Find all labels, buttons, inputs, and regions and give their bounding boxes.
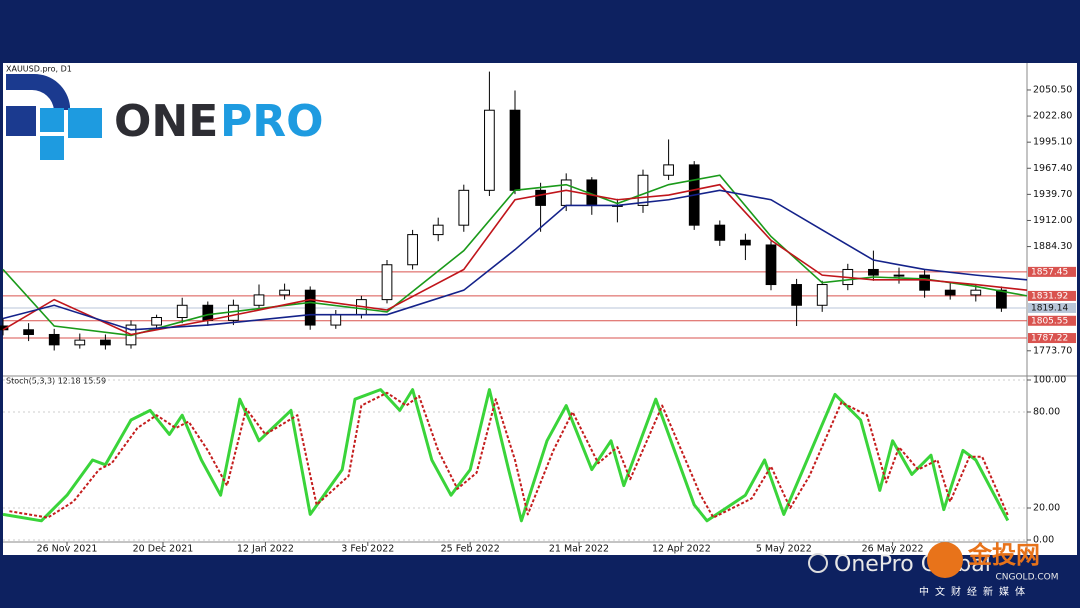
candle-body <box>893 274 905 277</box>
site-icon <box>927 542 963 578</box>
candle-body <box>791 284 802 306</box>
candle-body <box>868 268 879 276</box>
level-label: 1831.92 <box>1031 291 1068 301</box>
y-tick-label: 1912.00 <box>1033 215 1072 226</box>
y-tick-label: 1939.70 <box>1033 189 1072 200</box>
y-tick-label: 1884.30 <box>1033 241 1072 252</box>
wechat-icon <box>808 553 828 573</box>
y-tick-label: 2022.80 <box>1033 111 1072 122</box>
site-logo: 金投网 <box>967 541 1040 569</box>
candle-body <box>151 317 162 326</box>
plot: 2050.50 2022.80 1995.10 1967.40 1939.70 1912.… <box>0 71 1076 555</box>
x-tick-label: 5 May 2022 <box>756 544 812 555</box>
logo-mark <box>68 108 102 138</box>
chart-title: XAUUSD.pro, D1 <box>6 65 72 74</box>
candle-body <box>996 289 1007 309</box>
candle-body <box>919 274 930 291</box>
y-tick-label: 2050.50 <box>1033 84 1072 95</box>
level-label: 1857.45 <box>1031 267 1068 277</box>
candle-body <box>432 224 444 236</box>
candle-body <box>560 179 572 206</box>
y-tick-label: 100.00 <box>1033 375 1066 386</box>
candle-body <box>509 109 521 191</box>
candle-body <box>23 329 34 335</box>
level-label-box <box>1028 315 1076 326</box>
logo: ONE PRO <box>6 73 324 160</box>
moving-average <box>2 183 1028 336</box>
level-label: 1805.55 <box>1031 316 1068 326</box>
candle-body <box>663 164 674 176</box>
x-tick-label: 25 Feb 2022 <box>441 544 500 555</box>
logo-mark <box>6 106 36 136</box>
moving-average <box>2 189 1028 331</box>
candle-body <box>740 239 751 246</box>
logo-mark <box>40 136 64 160</box>
candle-body <box>279 289 290 296</box>
candle-body <box>535 189 546 206</box>
x-tick-label: 12 Jan 2022 <box>237 544 294 555</box>
logo-mark <box>6 73 70 110</box>
x-tick-label: 3 Feb 2022 <box>341 544 394 555</box>
y-tick-label: 20.00 <box>1033 503 1060 514</box>
level-label-box <box>1028 290 1076 301</box>
site-url: CNGOLD.COM <box>995 573 1058 583</box>
site-tagline: 中文财经新媒体 <box>919 585 1031 598</box>
candle-body <box>970 289 982 296</box>
candle-body <box>381 264 393 301</box>
candle-body <box>304 289 316 326</box>
candle-body <box>944 289 956 296</box>
y-tick-label: 1773.70 <box>1033 345 1072 356</box>
logo-mark <box>40 108 64 132</box>
candle-body <box>407 234 418 266</box>
candle-body <box>48 333 60 346</box>
stoch-title: Stoch(5,3,3) 12.18 15.59 <box>6 377 106 386</box>
candle-body <box>765 244 777 286</box>
moving-average <box>2 174 1028 337</box>
candle-body <box>458 189 470 226</box>
candle-body <box>176 304 188 319</box>
y-tick-label: 80.00 <box>1033 407 1060 418</box>
y-tick-label: 0.00 <box>1033 535 1054 546</box>
x-tick-label: 26 Nov 2021 <box>37 544 98 555</box>
candle-body <box>202 304 214 321</box>
last-price-label: 1819.14 <box>1031 303 1068 313</box>
candle-body <box>100 339 111 346</box>
x-tick-label: 12 Apr 2022 <box>652 544 711 555</box>
oscillator-line <box>9 391 1009 519</box>
candle-body <box>637 174 649 206</box>
candle-body <box>253 294 265 306</box>
candle-body <box>74 339 86 346</box>
candle-body <box>816 284 828 306</box>
y-tick-label: 1995.10 <box>1033 137 1072 148</box>
watermark: OnePro Global 金投网 CNGOLD.COM 中文财经新媒体 <box>808 541 1059 598</box>
level-label-box <box>1028 266 1076 277</box>
x-tick-label: 26 May 2022 <box>862 544 924 555</box>
oscillator-line <box>2 388 1010 523</box>
level-label-box <box>1028 333 1076 344</box>
x-tick-label: 20 Dec 2021 <box>133 544 194 555</box>
candle-body <box>714 224 726 241</box>
y-tick-label: 1967.40 <box>1033 163 1072 174</box>
x-tick-label: 21 Mar 2022 <box>549 544 609 555</box>
last-price-box <box>1028 302 1076 313</box>
candle-body <box>330 314 342 326</box>
logo-text: ONE <box>114 96 218 147</box>
logo-text: PRO <box>220 96 324 147</box>
level-label: 1787.22 <box>1031 334 1068 344</box>
candle-body <box>484 109 495 191</box>
watermark-text: OnePro Global <box>834 552 991 577</box>
